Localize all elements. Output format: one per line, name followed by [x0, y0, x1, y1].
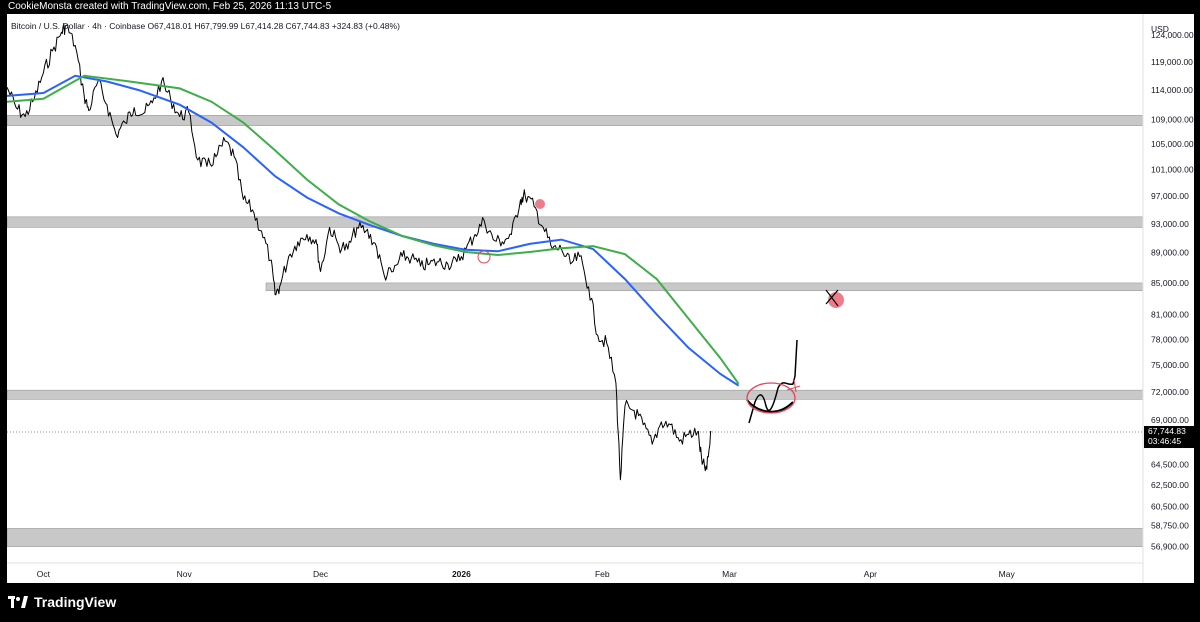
price-tick-label: 69,000.00: [1151, 415, 1189, 425]
currency-label: USD: [1151, 24, 1169, 34]
time-tick-label: Feb: [595, 569, 610, 579]
zone-3: [265, 282, 1144, 292]
price-tick-label: 101,000.00: [1151, 165, 1194, 175]
price-tick-label: 56,900.00: [1151, 542, 1189, 552]
footer-bar: [0, 583, 1200, 622]
time-axis[interactable]: Oct Nov Dec 2026 Feb Mar Apr May: [37, 569, 1016, 579]
price-tick-label: 81,000.00: [1151, 310, 1189, 320]
credit-bar: CookieMonsta created with TradingView.co…: [0, 0, 1200, 14]
price-tick-label: 119,000.00: [1151, 57, 1193, 67]
current-price-label-bg: [1144, 426, 1194, 449]
zone-5: [6, 528, 1144, 547]
price-line-series: [6, 23, 712, 481]
moving-average-2: [6, 74, 740, 385]
credit-text: CookieMonsta created with TradingView.co…: [8, 1, 332, 12]
current-price-label: 67,744.83 03:46:45: [1144, 426, 1194, 449]
current-price-value: 67,744.83: [1148, 426, 1186, 436]
price-tick-label: 78,000.00: [1151, 334, 1189, 344]
time-tick-label: Mar: [722, 569, 737, 579]
price-tick-label: 89,000.00: [1151, 248, 1189, 258]
price-tick-label: 105,000.00: [1151, 139, 1194, 149]
candle-countdown: 03:46:45: [1148, 436, 1181, 446]
price-tick-label: 58,750.00: [1151, 521, 1189, 531]
drawing-annotations: [477, 199, 844, 424]
time-tick-label: Apr: [864, 569, 877, 579]
moving-average-1: [6, 74, 740, 387]
support-resistance-zones: [6, 115, 1144, 547]
price-tick-label: 60,500.00: [1151, 501, 1189, 511]
tradingview-brand[interactable]: TradingView: [8, 594, 116, 610]
annotation-dot-top: [535, 199, 545, 209]
price-axis[interactable]: 124,000.00 119,000.00 114,000.00 109,000.00…: [1151, 30, 1194, 552]
price-tick-label: 109,000.00: [1151, 115, 1194, 125]
price-tick-label: 62,500.00: [1151, 480, 1189, 490]
zone-1: [6, 115, 1144, 126]
price-tick-label: 124,000.00: [1151, 30, 1194, 40]
annotation-circle-jan: [477, 250, 491, 264]
price-tick-label: 97,000.00: [1151, 191, 1189, 201]
time-tick-label: 2026: [452, 569, 471, 579]
brand-label: TradingView: [34, 594, 117, 610]
annotation-tick: [786, 379, 801, 393]
projection-base-arc: [746, 399, 794, 413]
projection-path: [748, 339, 798, 424]
price-tick-label: 93,000.00: [1151, 219, 1189, 229]
tradingview-logo-icon: [8, 596, 28, 608]
x-mark-icon: [825, 289, 844, 308]
zone-4: [6, 389, 1144, 400]
price-chart[interactable]: Bitcoin / U.S. Dollar · 4h · Coinbase O6…: [6, 14, 1194, 583]
price-tick-label: 85,000.00: [1151, 278, 1189, 288]
annotation-ellipse: [746, 382, 796, 414]
price-tick-label: 64,500.00: [1151, 459, 1189, 469]
chart-panel[interactable]: Bitcoin / U.S. Dollar · 4h · Coinbase O6…: [6, 14, 1194, 583]
symbol-info: Bitcoin / U.S. Dollar · 4h · Coinbase O6…: [11, 21, 400, 31]
time-tick-label: Oct: [37, 569, 51, 579]
price-tick-label: 114,000.00: [1151, 85, 1193, 95]
time-tick-label: May: [999, 569, 1016, 579]
moving-averages: [6, 74, 740, 387]
time-tick-label: Dec: [313, 569, 329, 579]
time-tick-label: Nov: [177, 569, 193, 579]
price-tick-label: 72,000.00: [1151, 387, 1189, 397]
price-tick-label: 75,000.00: [1151, 360, 1189, 370]
zone-2: [6, 216, 1144, 228]
price-series: [6, 23, 712, 481]
